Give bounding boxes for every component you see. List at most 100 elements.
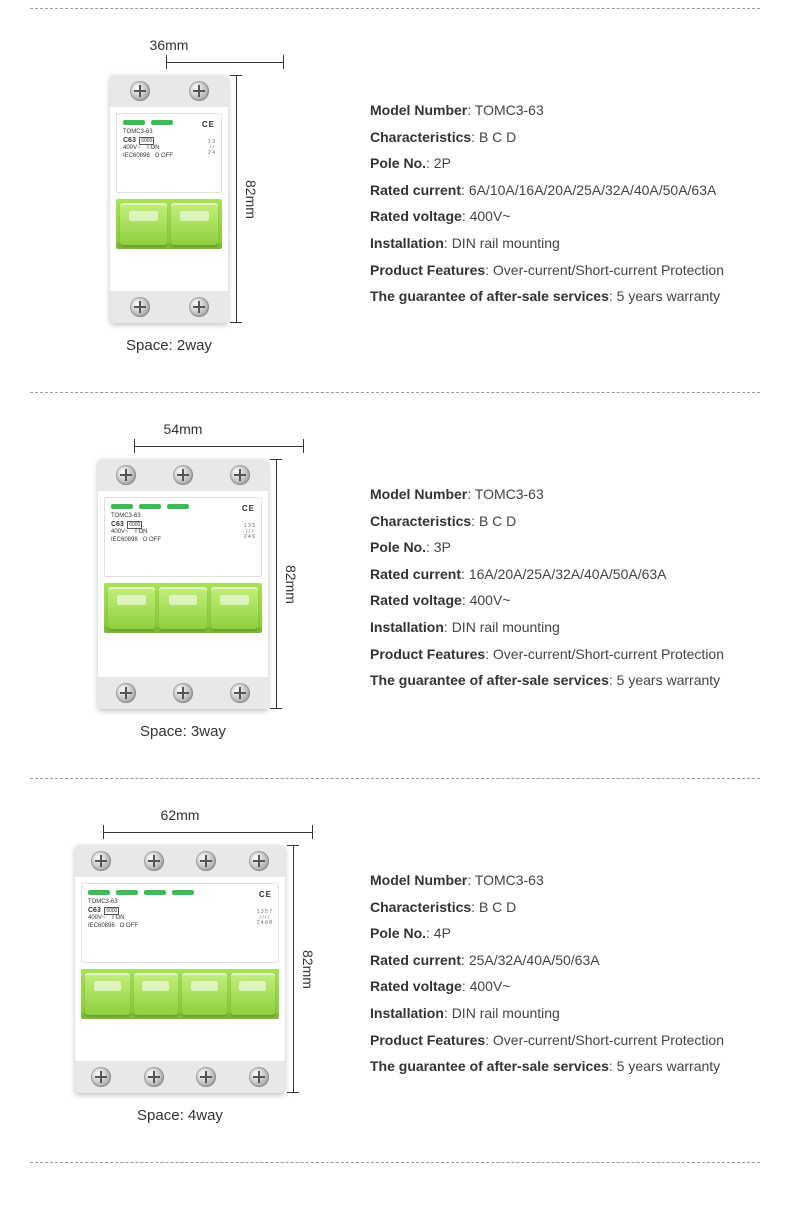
spec-value: 400V~ (470, 208, 511, 224)
status-indicator (88, 890, 110, 895)
terminal-screw (230, 465, 250, 485)
spec-label: Pole No. (370, 925, 426, 941)
spec-label: The guarantee of after-sale services (370, 672, 609, 688)
spec-value: 16A/20A/25A/32A/40A/50A/63A (469, 566, 667, 582)
height-dimension-label: 82mm (300, 950, 316, 989)
space-label: Space: 4way (75, 1107, 285, 1124)
breaker-toggle (182, 973, 227, 1015)
terminal-screw (130, 81, 150, 101)
spec-row: Rated current: 16A/20A/25A/32A/40A/50A/6… (370, 561, 760, 588)
spec-label: Product Features (370, 646, 485, 662)
spec-value: DIN rail mounting (452, 619, 560, 635)
terminal-screw (144, 1067, 164, 1087)
breaker-toggle (134, 973, 179, 1015)
spec-row: The guarantee of after-sale services: 5 … (370, 1053, 760, 1080)
spec-value: DIN rail mounting (452, 1005, 560, 1021)
breaker-toggle (171, 203, 218, 245)
width-dimension-label: 36mm (110, 37, 228, 53)
spec-row: Model Number: TOMC3-63 (370, 867, 760, 894)
spec-label: Model Number (370, 102, 467, 118)
product-section-4p: 62mm CE TOMC3-63 C63 6000 (0, 787, 790, 1154)
spec-row: Product Features: Over-current/Short-cur… (370, 1027, 760, 1054)
faceplate-markings: TOMC3-63 C63 6000 400V~ I ON IEC60898 O … (88, 899, 274, 930)
spec-row: Rated current: 6A/10A/16A/20A/25A/32A/40… (370, 177, 760, 204)
switch-band (116, 199, 222, 249)
spec-row: Model Number: TOMC3-63 (370, 97, 760, 124)
spec-label: Characteristics (370, 129, 471, 145)
divider (30, 8, 760, 9)
terminal-screw (189, 297, 209, 317)
terminal-screw (173, 683, 193, 703)
ce-mark: CE (242, 504, 255, 513)
terminal-screw (189, 81, 209, 101)
breaker-toggle (211, 587, 258, 629)
divider (30, 778, 760, 779)
terminal-screw (91, 1067, 111, 1087)
spec-label: The guarantee of after-sale services (370, 1058, 609, 1074)
product-spec-sheet: 36mm CE TOMC3-63 C63 6000 (0, 8, 790, 1163)
spec-list: Model Number: TOMC3-63 Characteristics: … (370, 421, 760, 694)
spec-value: 400V~ (470, 592, 511, 608)
spec-row: Characteristics: B C D (370, 124, 760, 151)
width-dimension-rule (103, 825, 313, 835)
status-indicator (123, 120, 145, 125)
status-indicator (144, 890, 166, 895)
spec-label: Rated current (370, 182, 461, 198)
switch-band (81, 969, 279, 1019)
width-dimension-label: 54mm (98, 421, 268, 437)
spec-value: B C D (479, 899, 516, 915)
spec-label: Installation (370, 235, 444, 251)
circuit-breaker-illustration: CE TOMC3-63 C63 6000 400V~ I ON IEC60898… (75, 845, 285, 1093)
spec-value: 400V~ (470, 978, 511, 994)
spec-label: Rated voltage (370, 208, 462, 224)
divider (30, 392, 760, 393)
spec-value: 25A/32A/40A/50/63A (469, 952, 600, 968)
spec-row: Installation: DIN rail mounting (370, 614, 760, 641)
product-diagram-col: 36mm CE TOMC3-63 C63 6000 (30, 37, 340, 354)
circuit-breaker-illustration: CE TOMC3-63 C63 6000 400V~ I ON IEC60898… (98, 459, 268, 709)
terminal-screw (116, 465, 136, 485)
height-dimension-rule: 82mm (268, 459, 302, 709)
spec-value: 5 years warranty (617, 672, 720, 688)
spec-row: Pole No.: 4P (370, 920, 760, 947)
spec-label: Product Features (370, 1032, 485, 1048)
spec-row: Rated voltage: 400V~ (370, 587, 760, 614)
spec-label: Installation (370, 1005, 444, 1021)
breaker-toggle (85, 973, 130, 1015)
status-indicator (139, 504, 161, 509)
status-indicator-row (88, 890, 274, 895)
height-dimension-rule: 82mm (285, 845, 319, 1093)
height-dimension-label: 82mm (243, 180, 259, 219)
width-dimension-rule (166, 55, 284, 65)
circuit-breaker-illustration: CE TOMC3-63 C63 6000 400V~ I ON IEC60898… (110, 75, 228, 323)
spec-label: Rated voltage (370, 978, 462, 994)
spec-row: Product Features: Over-current/Short-cur… (370, 257, 760, 284)
spec-row: Product Features: Over-current/Short-cur… (370, 641, 760, 668)
spec-label: Characteristics (370, 899, 471, 915)
status-indicator (151, 120, 173, 125)
spec-value: B C D (479, 513, 516, 529)
terminal-screw (130, 297, 150, 317)
spec-value: TOMC3-63 (475, 102, 544, 118)
space-label: Space: 2way (110, 337, 228, 354)
screw-row (110, 291, 228, 323)
status-indicator (167, 504, 189, 509)
spec-value: Over-current/Short-current Protection (493, 646, 724, 662)
spec-value: DIN rail mounting (452, 235, 560, 251)
width-dimension-label: 62mm (75, 807, 285, 823)
breaker-toggle (159, 587, 206, 629)
spec-value: 6A/10A/16A/20A/25A/32A/40A/50A/63A (469, 182, 717, 198)
spec-value: 5 years warranty (617, 288, 720, 304)
status-indicator (111, 504, 133, 509)
width-dimension-rule (134, 439, 304, 449)
terminal-screw (249, 1067, 269, 1087)
spec-row: Installation: DIN rail mounting (370, 230, 760, 257)
spec-row: Rated voltage: 400V~ (370, 973, 760, 1000)
wiring-schema: 1 3 5/ / /2 4 6 (244, 524, 255, 541)
spec-row: Rated voltage: 400V~ (370, 203, 760, 230)
spec-row: The guarantee of after-sale services: 5 … (370, 283, 760, 310)
spec-value: TOMC3-63 (475, 486, 544, 502)
terminal-screw (196, 851, 216, 871)
spec-row: Rated current: 25A/32A/40A/50/63A (370, 947, 760, 974)
screw-row (98, 459, 268, 491)
